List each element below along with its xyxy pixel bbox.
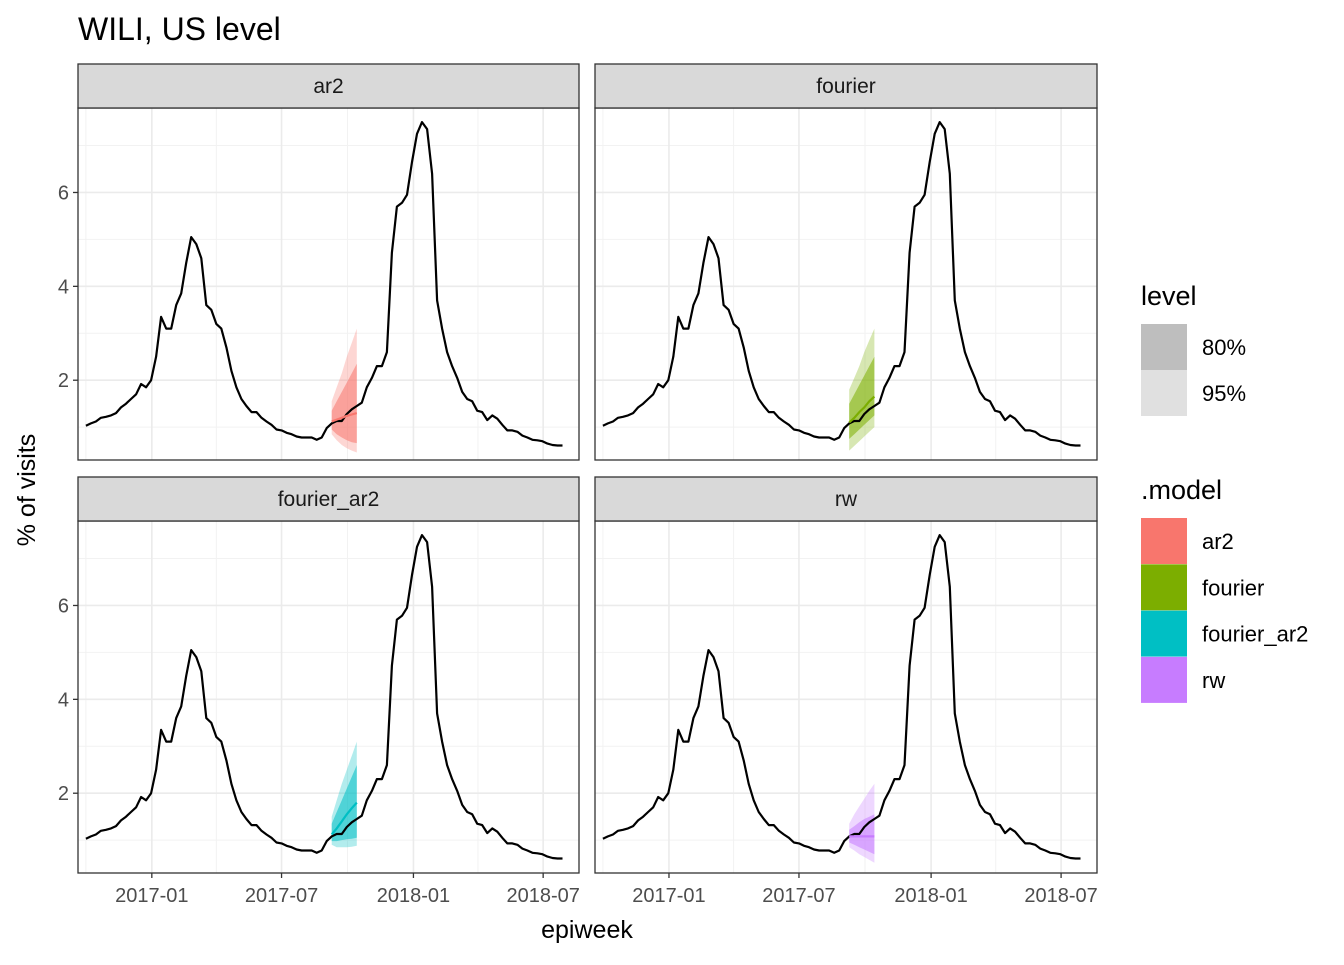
facet-panel-fourier: fourier [594, 63, 1098, 461]
observed-series-line [85, 534, 563, 860]
y-tick-label: 4 [58, 689, 69, 711]
observed-series-line [602, 121, 1081, 447]
strip-background [77, 63, 580, 109]
y-tick-label: 6 [58, 595, 69, 617]
y-axis-title: % of visits [13, 434, 41, 547]
strip-label: rw [835, 488, 858, 511]
facet-panel-fourier-ar2: fourier_ar2 2 4 6 2017-01 2017-07 2018-01 2018-… [58, 476, 580, 907]
legend-label-model: fourier_ar2 [1202, 622, 1308, 647]
panel-background [78, 521, 579, 873]
legend-label-model: rw [1202, 668, 1225, 693]
legend-key-model [1141, 656, 1187, 703]
y-tick-label: 4 [58, 276, 69, 298]
forecast-mean-line [848, 395, 876, 424]
strip-background [594, 476, 1098, 522]
strip-label: fourier [816, 75, 876, 98]
x-tick-label: 2018-01 [894, 885, 967, 907]
legend-key-model [1141, 564, 1187, 611]
plot-title: WILI, US level [78, 11, 281, 47]
facet-panel-rw: rw 2017-01 2017-07 2018-01 2018-07 [594, 476, 1098, 907]
x-tick-label: 2018-07 [1024, 885, 1097, 907]
major-grid [595, 521, 1097, 873]
x-tick-label: 2017-01 [632, 885, 705, 907]
legend-key-model [1141, 610, 1187, 657]
major-grid [595, 108, 1097, 460]
x-tick-label: 2018-01 [377, 885, 450, 907]
x-tick-label: 2018-07 [506, 885, 579, 907]
forecast-band-80 [849, 356, 875, 439]
y-tick-label: 2 [58, 783, 69, 805]
y-tick-label: 2 [58, 370, 69, 392]
strip-background [77, 476, 580, 522]
legend-label-level: 80% [1202, 335, 1246, 360]
major-grid [78, 108, 579, 460]
x-tick-label: 2017-07 [762, 885, 835, 907]
y-tick-label: 6 [58, 182, 69, 204]
legend-label-model: ar2 [1202, 529, 1234, 554]
observed-series-line [85, 121, 563, 447]
forecast-mean-line [331, 412, 358, 423]
legend-title-level: level [1141, 281, 1197, 311]
legend-key-level [1141, 370, 1187, 416]
x-axis-title: epiweek [541, 916, 633, 944]
legend-label-model: fourier [1202, 575, 1264, 600]
legend-key-level [1141, 324, 1187, 370]
observed-series-line [602, 534, 1081, 860]
strip-label: fourier_ar2 [278, 488, 380, 511]
forecast-mean-line [330, 801, 358, 836]
strip-background [594, 63, 1098, 109]
strip-label: ar2 [313, 75, 343, 98]
major-grid [78, 521, 579, 873]
panel-background [595, 108, 1097, 460]
panel-background [595, 521, 1097, 873]
minor-grid [595, 108, 1097, 460]
x-tick-label: 2017-07 [245, 885, 318, 907]
x-tick-label: 2017-01 [115, 885, 188, 907]
facet-panels: ar2 2 4 6 fourier fourier_ar2 2 4 6 2017-01 2017-0… [58, 63, 1098, 907]
panel-background [78, 108, 579, 460]
legend-label-level: 95% [1202, 381, 1246, 406]
forecast-band-80 [331, 363, 357, 444]
legend-key-model [1141, 518, 1187, 564]
facet-panel-ar2: ar2 2 4 6 [58, 63, 580, 461]
legend-title-model: .model [1141, 475, 1222, 505]
